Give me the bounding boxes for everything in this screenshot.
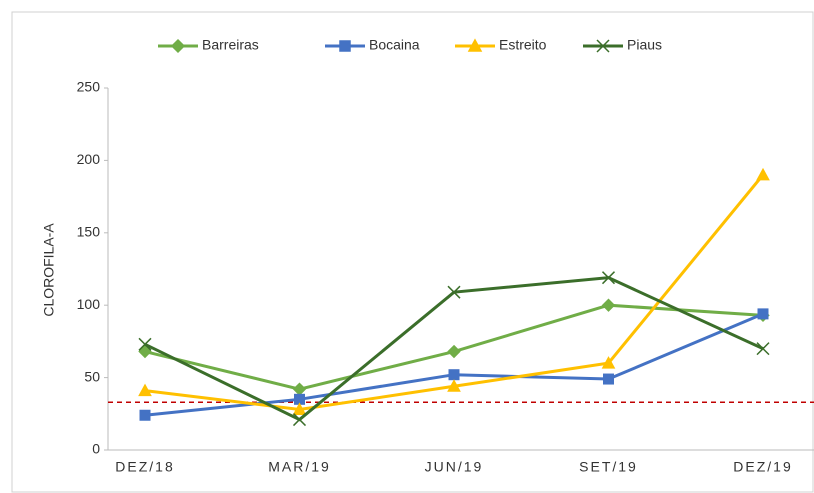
y-tick-label: 0 [92,441,100,457]
legend-marker [596,39,610,53]
marker [757,308,769,320]
marker [138,344,152,359]
marker [138,383,152,397]
marker [601,298,616,312]
marker [603,373,614,385]
y-tick-label: 250 [77,79,101,95]
y-tick-label: 50 [84,368,100,384]
marker [447,344,461,359]
marker [138,337,152,351]
marker [139,409,151,421]
marker [756,167,770,181]
x-tick-label: JUN/19 [425,459,484,475]
x-tick-label: DEZ/19 [733,459,792,475]
legend-label: Barreiras [202,37,259,53]
y-axis-label: CLOROFILA-A [41,223,57,317]
y-tick-label: 200 [77,151,101,167]
legend-marker [339,40,351,52]
legend-marker [467,38,483,52]
chart-frame [11,11,814,493]
x-tick-label: SET/19 [579,459,638,475]
marker [447,379,461,392]
x-tick-label: DEZ/18 [115,459,174,475]
marker [601,271,616,285]
legend-label: Piaus [627,37,662,53]
marker [447,285,461,299]
marker [756,342,770,356]
marker [292,402,307,415]
y-tick-label: 150 [77,224,101,240]
legend-label: Estreito [499,37,547,53]
marker [292,413,307,427]
marker [601,356,616,369]
y-tick-label: 100 [77,296,101,312]
legend-label: Bocaina [369,37,420,53]
marker [448,369,460,381]
x-tick-label: MAR/19 [268,459,331,475]
legend-marker [170,38,186,54]
